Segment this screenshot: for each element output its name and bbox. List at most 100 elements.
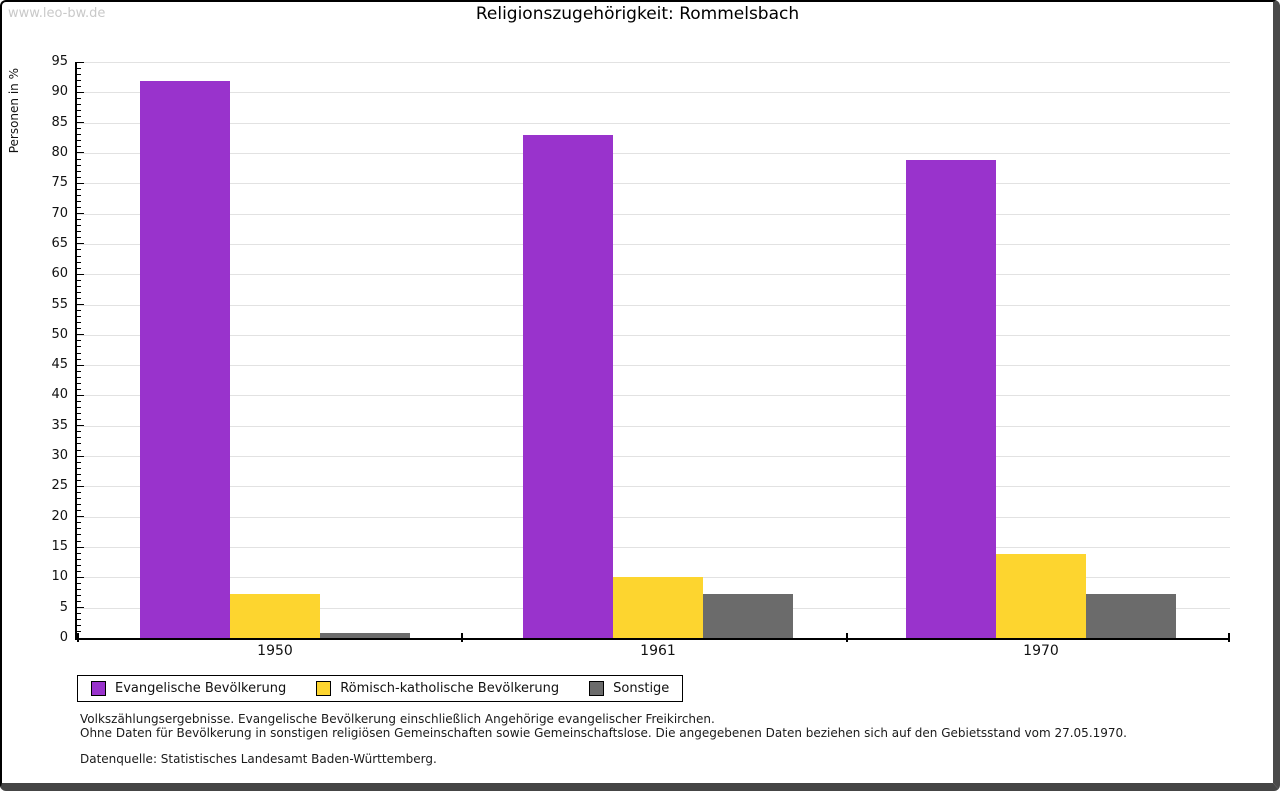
y-minor-tick — [77, 97, 81, 99]
y-minor-tick — [77, 376, 81, 378]
y-minor-tick — [77, 110, 81, 112]
gridline — [77, 365, 1230, 367]
y-minor-tick — [77, 285, 81, 287]
y-tick-label: 25 — [51, 478, 68, 494]
gridline — [77, 152, 1230, 154]
y-minor-tick — [77, 582, 81, 584]
x-axis-tick — [1228, 633, 1230, 642]
y-tick-label: 15 — [51, 539, 68, 555]
y-major-tick — [77, 364, 84, 366]
footnotes: Volkszählungsergebnisse. Evangelische Be… — [80, 712, 1127, 766]
y-minor-tick — [77, 225, 81, 227]
y-major-tick — [77, 516, 84, 518]
y-minor-tick — [77, 613, 81, 615]
y-minor-tick — [77, 589, 81, 590]
y-minor-tick — [77, 116, 81, 118]
y-minor-tick — [77, 346, 81, 348]
gridline — [77, 243, 1230, 245]
y-minor-tick — [77, 382, 81, 384]
gridline — [77, 92, 1230, 94]
y-minor-tick — [77, 73, 81, 75]
gridline — [77, 183, 1230, 185]
y-minor-tick — [77, 467, 81, 469]
footnote-line: Volkszählungsergebnisse. Evangelische Be… — [80, 712, 715, 726]
y-minor-tick — [77, 316, 81, 318]
y-minor-tick — [77, 473, 81, 475]
x-axis-tick — [845, 633, 848, 642]
y-major-tick — [77, 152, 84, 154]
bar-1961-1 — [523, 134, 613, 638]
y-minor-tick — [77, 443, 81, 445]
legend-label: Römisch-katholische Bevölkerung — [340, 681, 560, 696]
bar-1970-2 — [996, 553, 1086, 638]
y-tick-label: 95 — [51, 54, 68, 69]
y-tick-label: 20 — [51, 508, 68, 524]
gridline — [77, 213, 1230, 215]
y-major-tick — [77, 394, 84, 396]
y-tick-label: 40 — [51, 387, 68, 403]
y-minor-tick — [77, 322, 81, 324]
y-minor-tick — [77, 498, 81, 500]
gridline — [77, 334, 1230, 336]
y-tick-label: 60 — [51, 266, 68, 282]
y-minor-tick — [77, 128, 81, 130]
y-minor-tick — [77, 200, 81, 202]
y-minor-tick — [77, 134, 81, 136]
y-minor-tick — [77, 370, 81, 372]
y-minor-tick — [77, 570, 81, 572]
gridline — [77, 516, 1230, 518]
y-minor-tick — [77, 564, 81, 566]
y-minor-tick — [77, 85, 81, 87]
y-minor-tick — [77, 310, 81, 312]
y-minor-tick — [77, 619, 81, 621]
x-axis-tick — [77, 633, 79, 642]
y-minor-tick — [77, 297, 81, 299]
gridline — [77, 547, 1230, 549]
y-minor-tick — [77, 401, 81, 403]
y-minor-tick — [77, 188, 81, 190]
data-source-note: Datenquelle: Statistisches Landesamt Bad… — [80, 752, 437, 766]
legend-item: Sonstige — [589, 681, 669, 696]
bar-1970-1 — [906, 159, 996, 638]
y-minor-tick — [77, 419, 81, 421]
y-minor-tick — [77, 558, 81, 560]
y-minor-tick — [77, 504, 81, 506]
y-minor-tick — [77, 194, 81, 196]
footnote-line: Ohne Daten für Bevölkerung in sonstigen … — [80, 726, 1127, 740]
y-minor-tick — [77, 552, 81, 554]
y-minor-tick — [77, 146, 81, 148]
y-minor-tick — [77, 431, 81, 433]
y-major-tick — [77, 485, 84, 487]
y-tick-label: 65 — [51, 235, 68, 251]
y-minor-tick — [77, 261, 81, 263]
bar-1950-2 — [230, 593, 320, 638]
y-tick-label: 35 — [51, 417, 68, 433]
y-minor-tick — [77, 413, 81, 415]
y-minor-tick — [77, 328, 81, 330]
y-major-tick — [77, 334, 84, 336]
y-minor-tick — [77, 631, 81, 633]
x-category-label: 1970 — [1023, 643, 1059, 659]
y-tick-label: 75 — [51, 175, 68, 191]
gridline — [77, 274, 1230, 276]
y-minor-tick — [77, 407, 81, 409]
y-tick-label: 30 — [51, 448, 68, 464]
y-tick-label: 5 — [59, 599, 68, 615]
gridline — [77, 122, 1230, 124]
y-tick-label: 85 — [51, 114, 68, 130]
y-minor-tick — [77, 534, 81, 536]
y-minor-tick — [77, 219, 81, 221]
x-axis-tick — [461, 633, 464, 642]
legend-label: Sonstige — [613, 681, 670, 696]
y-minor-tick — [77, 79, 81, 81]
y-major-tick — [77, 273, 84, 275]
y-major-tick — [77, 243, 84, 245]
gridline — [77, 395, 1230, 397]
y-tick-label: 0 — [59, 630, 68, 645]
y-major-tick — [77, 122, 84, 124]
y-minor-tick — [77, 249, 81, 251]
legend: Evangelische Bevölkerung Römisch-katholis… — [77, 675, 684, 702]
y-major-tick — [77, 455, 84, 457]
y-tick-label: 55 — [51, 296, 68, 312]
